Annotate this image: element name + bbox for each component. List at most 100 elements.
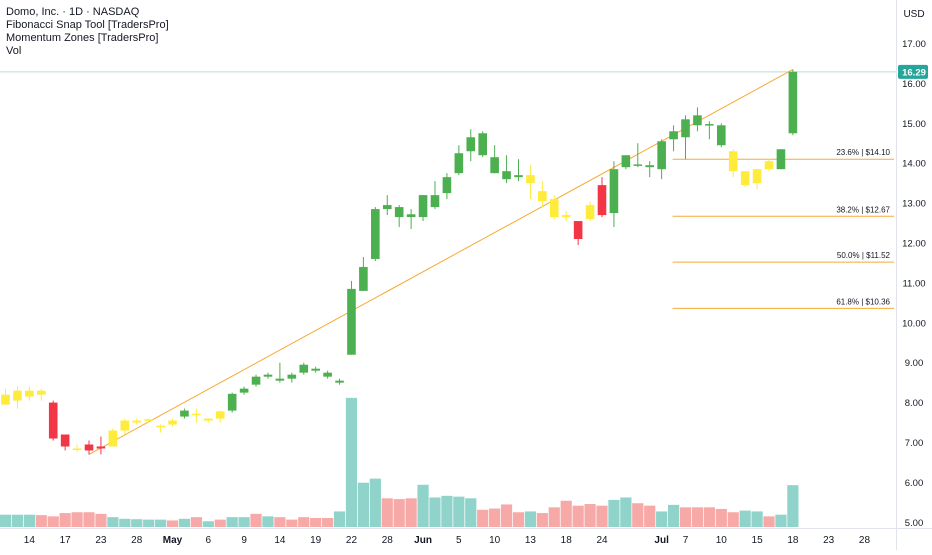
candle-body[interactable]	[645, 165, 655, 168]
volume-bar	[107, 517, 119, 527]
candle-body[interactable]	[192, 413, 201, 416]
candle-body[interactable]	[788, 71, 798, 134]
indicator-fibonacci-label[interactable]: Fibonacci Snap Tool [TradersPro]	[6, 19, 169, 31]
candle-body[interactable]	[227, 393, 237, 411]
candle-body[interactable]	[72, 448, 82, 450]
candle-body[interactable]	[597, 185, 607, 216]
fib-level-label: 61.8% | $10.36	[836, 297, 890, 306]
candle-body[interactable]	[406, 214, 416, 218]
price-tick-label: 13.00	[902, 199, 926, 210]
candle-body[interactable]	[25, 390, 34, 397]
candle-body[interactable]	[168, 420, 177, 425]
candle-body[interactable]	[526, 175, 535, 184]
volume-bar	[465, 498, 477, 527]
volume-bar	[286, 519, 298, 527]
candle-body[interactable]	[335, 380, 344, 383]
volume-bar	[596, 505, 608, 527]
candle-body[interactable]	[669, 131, 678, 140]
candle-body[interactable]	[60, 434, 70, 447]
candle-body[interactable]	[84, 444, 94, 451]
candle-body[interactable]	[478, 133, 487, 156]
candle-body[interactable]	[490, 157, 499, 174]
candle-body[interactable]	[239, 388, 249, 393]
volume-bar	[429, 497, 441, 527]
candle-body[interactable]	[108, 430, 118, 447]
indicator-momentum-label[interactable]: Momentum Zones [TradersPro]	[6, 32, 159, 44]
price-axis[interactable]	[896, 0, 932, 550]
chart-legend: Domo, Inc. · 1D · NASDAQ Fibonacci Snap …	[6, 6, 169, 58]
candle-body[interactable]	[180, 410, 189, 417]
candle-body[interactable]	[132, 420, 142, 423]
candle-body[interactable]	[776, 149, 786, 170]
volume-bar	[226, 517, 238, 527]
volume-bar	[572, 505, 584, 527]
candle-body[interactable]	[120, 420, 130, 431]
candle-body[interactable]	[633, 164, 643, 166]
time-tick-label: 9	[241, 535, 247, 546]
candle-body[interactable]	[323, 372, 332, 377]
candle-body[interactable]	[573, 221, 583, 240]
candle-body[interactable]	[275, 378, 285, 381]
volume-bar	[143, 519, 155, 527]
volume-bar	[250, 513, 262, 527]
candle-body[interactable]	[609, 169, 619, 214]
candle-body[interactable]	[740, 171, 750, 186]
volume-bar	[715, 508, 727, 527]
candle-body[interactable]	[752, 169, 762, 184]
candle-body[interactable]	[585, 205, 595, 220]
volume-bar	[35, 515, 47, 527]
candle-body[interactable]	[705, 124, 714, 126]
candle-body[interactable]	[561, 215, 571, 218]
time-tick-label: 23	[95, 535, 107, 546]
candle-body[interactable]	[371, 209, 380, 259]
candle-body[interactable]	[418, 195, 428, 218]
candle-body[interactable]	[538, 191, 547, 202]
volume-bar	[131, 519, 143, 527]
candle-body[interactable]	[299, 364, 309, 373]
candle-body[interactable]	[728, 151, 738, 172]
candle-body[interactable]	[657, 141, 666, 170]
candle-body[interactable]	[502, 171, 511, 180]
volume-bar	[775, 514, 787, 527]
volume-bar	[644, 505, 656, 527]
candle-body[interactable]	[764, 161, 774, 170]
candle-body[interactable]	[681, 119, 690, 138]
candle-body[interactable]	[454, 153, 464, 174]
candle-body[interactable]	[144, 419, 153, 421]
volume-bar	[381, 498, 393, 527]
candle-body[interactable]	[13, 390, 22, 401]
candle-body[interactable]	[215, 411, 225, 419]
candle-body[interactable]	[621, 155, 631, 168]
time-tick-label: 7	[683, 535, 689, 546]
candle-body[interactable]	[96, 446, 106, 449]
candle-body[interactable]	[204, 418, 213, 421]
candle-body[interactable]	[549, 199, 559, 218]
symbol-title[interactable]: Domo, Inc. · 1D · NASDAQ	[6, 6, 140, 18]
volume-bar	[751, 511, 763, 527]
indicator-volume-label[interactable]: Vol	[6, 45, 22, 57]
candle-body[interactable]	[156, 425, 165, 428]
candle-body[interactable]	[263, 374, 273, 377]
candle-body[interactable]	[311, 368, 320, 371]
candle-body[interactable]	[430, 195, 440, 208]
price-tick-label: 7.00	[905, 438, 924, 449]
drawings-layer: 23.6% | $14.10 38.2% | $12.67 50.0% | $11.…	[0, 68, 896, 455]
candle-body[interactable]	[48, 402, 58, 439]
candle-body[interactable]	[251, 376, 261, 385]
candle-body[interactable]	[466, 137, 476, 152]
candle-body[interactable]	[359, 266, 368, 291]
volume-bar	[393, 499, 405, 527]
candle-body[interactable]	[442, 177, 452, 194]
candle-body[interactable]	[693, 115, 702, 126]
candle-body[interactable]	[1, 394, 10, 405]
volume-bar	[357, 482, 369, 527]
candle-body[interactable]	[394, 207, 404, 218]
candle-body[interactable]	[382, 205, 392, 210]
candle-body[interactable]	[287, 374, 297, 379]
candle-body[interactable]	[36, 390, 46, 395]
candle-body[interactable]	[717, 125, 726, 146]
candle-body[interactable]	[514, 175, 523, 178]
candle-body[interactable]	[347, 288, 356, 355]
